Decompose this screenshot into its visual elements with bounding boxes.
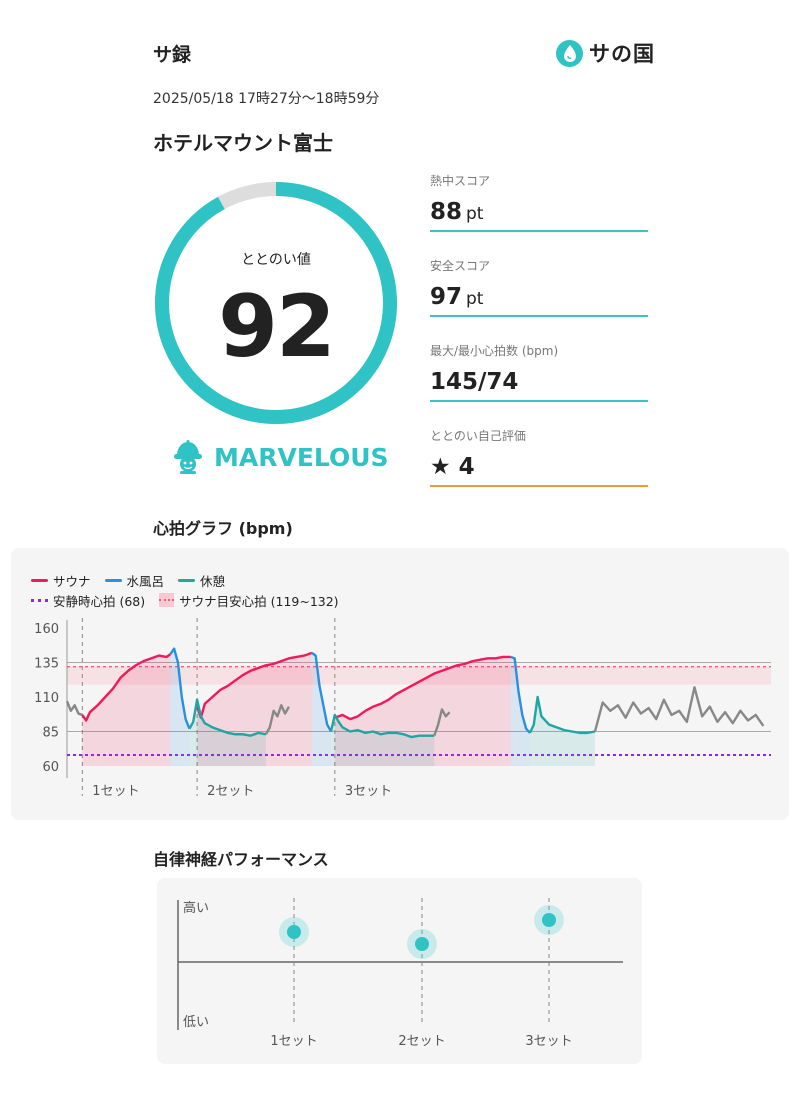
- heart-rate-chart: 160 135 110 85 60 1セット 2セット 3セット: [34, 618, 771, 799]
- target-band: [67, 666, 771, 685]
- metric-value: 88 pt: [430, 199, 484, 225]
- low-label: 低い: [183, 1015, 209, 1030]
- series-line: [593, 686, 765, 732]
- totonoi-gauge: ととのい値 92: [150, 177, 402, 429]
- metric-heat-score: 熱中スコア 88 pt: [430, 172, 648, 232]
- series-line: [334, 655, 511, 721]
- metric-label: ととのい自己評価: [430, 429, 526, 443]
- rank-badge: MARVELOUS: [172, 440, 389, 474]
- metric-heart-rate: 最大/最小心拍数 (bpm) 145/74: [430, 342, 648, 402]
- metric-value: 97 pt: [430, 284, 484, 310]
- series-line: [188, 698, 267, 737]
- metric-value: ★ 4: [430, 454, 475, 480]
- heart-graph-panel: [11, 548, 789, 820]
- y-tick-label: 135: [34, 657, 59, 672]
- series-line: [65, 700, 83, 717]
- metric-self-evaluation: ととのい自己評価 ★ 4: [430, 427, 648, 487]
- series-line: [528, 695, 596, 735]
- series-line: [81, 653, 172, 722]
- set-label: 1セット: [270, 1034, 317, 1049]
- series-area: [170, 648, 190, 766]
- series-area: [334, 656, 511, 766]
- metric-label: 最大/最小心拍数 (bpm): [430, 344, 559, 358]
- legend-rest: 休憩: [178, 571, 225, 590]
- series-area: [82, 654, 171, 766]
- facility-name: ホテルマウント富士: [153, 131, 333, 155]
- app-logo[interactable]: サの国: [556, 38, 655, 68]
- series-area: [529, 697, 595, 766]
- set-label: 3セット: [345, 784, 392, 799]
- legend-resting-hr: 安静時心拍 (68): [31, 591, 145, 610]
- series-line: [311, 651, 333, 733]
- series-line: [169, 647, 191, 730]
- series-line: [433, 708, 451, 737]
- series-area: [510, 656, 530, 766]
- series-area: [311, 652, 331, 766]
- totonoi-value: 92: [218, 277, 336, 377]
- data-point: [542, 913, 556, 927]
- metric-label: 安全スコア: [430, 259, 491, 273]
- series-line: [195, 651, 313, 719]
- metric-safety-score: 安全スコア 97 pt: [430, 257, 648, 317]
- metric-value: 145/74: [430, 369, 519, 395]
- set-label: 1セット: [92, 784, 139, 799]
- high-label: 高い: [183, 900, 209, 916]
- sauna-hat-icon: [174, 440, 202, 474]
- legend-sauna: サウナ: [31, 571, 91, 590]
- totonoi-label: ととのい値: [241, 252, 311, 268]
- series-line: [329, 713, 435, 739]
- series-area: [189, 699, 266, 766]
- logo-text: サの国: [589, 42, 655, 66]
- session-date: 2025/05/18 17時27分〜18時59分: [153, 91, 380, 107]
- ans-panel: [157, 878, 642, 1064]
- series-line: [510, 655, 531, 734]
- heart-graph-legend: サウナ 水風呂 休憩 安静時心拍 (68) サウナ目安心拍 (119~132): [31, 570, 339, 610]
- metric-label: 熱中スコア: [430, 174, 491, 188]
- legend-water: 水風呂: [104, 571, 164, 590]
- gauge-arc: [155, 182, 397, 424]
- legend-target-band: サウナ目安心拍 (119~132): [159, 591, 339, 610]
- water-drop-icon: [556, 39, 583, 67]
- page-title: サ録: [153, 44, 192, 66]
- series-line: [264, 704, 290, 735]
- data-point: [415, 937, 429, 951]
- y-tick-label: 60: [42, 760, 59, 775]
- heart-graph-title: 心拍グラフ (bpm): [153, 519, 293, 538]
- rank-text: MARVELOUS: [214, 442, 389, 472]
- series-area: [331, 714, 435, 766]
- data-point: [287, 925, 301, 939]
- y-tick-label: 85: [42, 726, 59, 741]
- set-label: 2セット: [207, 784, 254, 799]
- set-label: 2セット: [398, 1034, 445, 1049]
- y-tick-label: 110: [34, 691, 59, 706]
- series-area: [197, 652, 312, 766]
- set-label: 3セット: [525, 1034, 572, 1049]
- ans-title: 自律神経パフォーマンス: [153, 850, 329, 869]
- y-tick-label: 160: [34, 622, 59, 637]
